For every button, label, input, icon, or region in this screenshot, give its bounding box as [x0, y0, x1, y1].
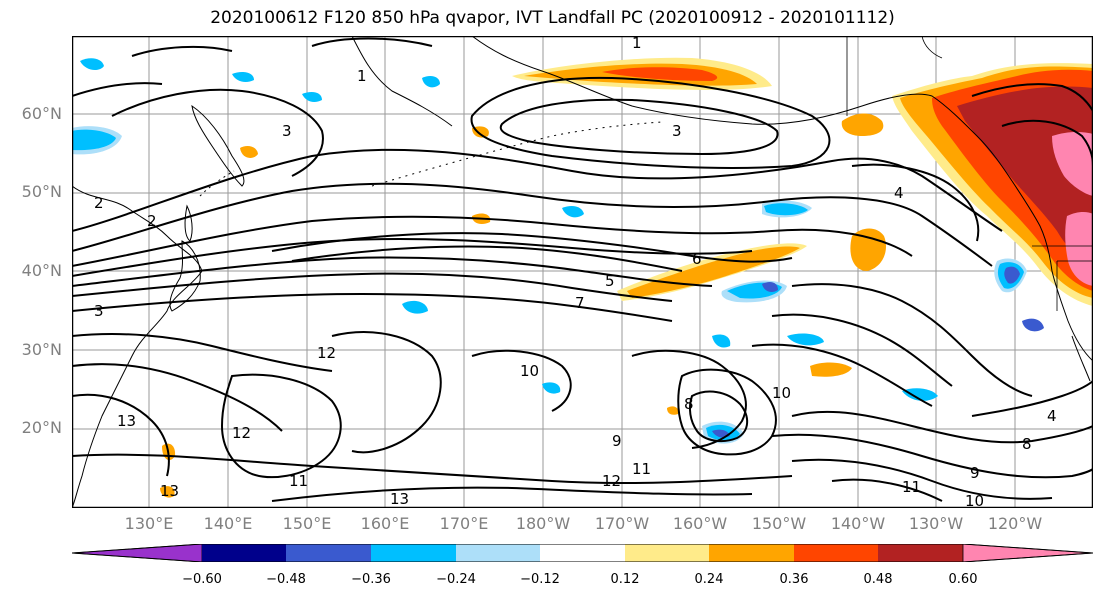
contour-label: 11: [632, 460, 651, 478]
contour-label: 11: [902, 478, 921, 496]
colorbar-segment: [625, 544, 709, 562]
colorbar-segment: [456, 544, 540, 562]
lat-label-40n: 40°N: [21, 261, 62, 280]
contour-label: 3: [672, 122, 682, 140]
contour-label: 3: [282, 122, 292, 140]
contour-label: 8: [1022, 435, 1032, 453]
contour-label: 13: [117, 412, 136, 430]
colorbar-tick: −0.60: [182, 572, 222, 587]
lat-label-60n: 60°N: [21, 104, 62, 123]
contour-label: 2: [94, 194, 104, 212]
contour-label: 9: [612, 432, 622, 450]
contour-label: 6: [692, 250, 702, 268]
lon-label-120w: 120°W: [987, 514, 1043, 533]
ivt-contours: [72, 37, 1093, 502]
contour-label: 10: [520, 362, 539, 380]
lon-label-140w: 140°W: [830, 514, 886, 533]
contour-label: 12: [317, 344, 336, 362]
lat-label-30n: 30°N: [21, 340, 62, 359]
lon-label-180w: 180°W: [515, 514, 571, 533]
lon-label-160e: 160°E: [360, 514, 410, 533]
colorbar-tick: 0.36: [779, 572, 809, 587]
contour-label: 12: [602, 472, 621, 490]
colorbar: [71, 543, 1094, 563]
coastlines: [72, 36, 1093, 508]
colorbar-segment: [794, 544, 878, 562]
colorbar-segment: [709, 544, 794, 562]
lon-label-150e: 150°E: [282, 514, 332, 533]
colorbar-segment: [286, 544, 371, 562]
contour-label: 4: [1047, 407, 1057, 425]
contour-labels: 1 1 2 2 3 3 3 4 4 5 6 7 8 8 9 9 10 10 10…: [94, 36, 1057, 508]
contour-label: 2: [147, 212, 157, 230]
map-panel: 1 1 2 2 3 3 3 4 4 5 6 7 8 8 9 9 10 10 10…: [72, 36, 1093, 508]
colorbar-tick: 0.24: [694, 572, 724, 587]
colorbar-tick: 0.48: [863, 572, 893, 587]
lon-label-130e: 130°E: [124, 514, 174, 533]
positive-anomaly-shading: [160, 57, 1093, 498]
contour-label: 13: [160, 482, 179, 500]
contour-label: 10: [965, 492, 984, 508]
lon-label-150w: 150°W: [751, 514, 807, 533]
colorbar-segment: [71, 543, 203, 563]
lat-label-20n: 20°N: [21, 418, 62, 437]
plot-title: 2020100612 F120 850 hPa qvapor, IVT Land…: [210, 8, 895, 28]
colorbar-segment: [878, 544, 963, 562]
colorbar-tick: −0.12: [520, 572, 560, 587]
lon-label-160w: 160°W: [672, 514, 728, 533]
lat-label-50n: 50°N: [21, 182, 62, 201]
lon-label-130w: 130°W: [908, 514, 964, 533]
colorbar-segment: [371, 544, 456, 562]
lon-label-170e: 170°E: [439, 514, 489, 533]
lon-label-140e: 140°E: [203, 514, 253, 533]
contour-label: 11: [289, 472, 308, 490]
colorbar-tick: −0.36: [351, 572, 391, 587]
contour-label: 9: [970, 464, 980, 482]
colorbar-segment: [962, 543, 1094, 563]
contour-label: 8: [684, 395, 694, 413]
contour-label: 10: [772, 384, 791, 402]
lon-label-170w: 170°W: [594, 514, 650, 533]
contour-label: 4: [894, 184, 904, 202]
colorbar-segment: [540, 544, 625, 562]
contour-label: 13: [390, 490, 409, 508]
contour-label: 5: [605, 272, 615, 290]
contour-label: 1: [357, 67, 367, 85]
contour-label: 12: [232, 424, 251, 442]
colorbar-tick: −0.48: [266, 572, 306, 587]
contour-label: 7: [575, 294, 585, 312]
colorbar-tick: −0.24: [436, 572, 476, 587]
contour-label: 1: [632, 36, 642, 52]
colorbar-tick: 0.60: [948, 572, 978, 587]
contour-label: 3: [94, 302, 104, 320]
colorbar-segment: [202, 544, 286, 562]
negative-anomaly-shading: [72, 58, 1044, 444]
colorbar-tick: 0.12: [610, 572, 640, 587]
